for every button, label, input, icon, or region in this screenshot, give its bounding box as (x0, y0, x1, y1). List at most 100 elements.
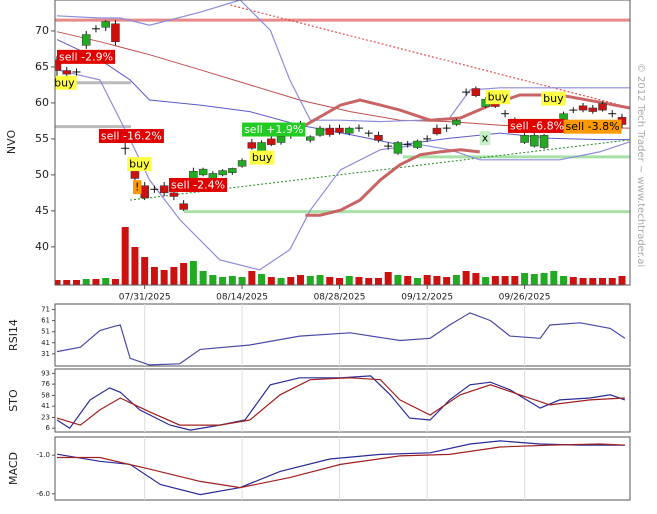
candle-body (228, 168, 237, 173)
signal-label: sell -3.8% (566, 120, 620, 133)
candle-body (218, 170, 227, 176)
y-tick-label: 61 (41, 317, 50, 325)
candle-body (325, 127, 335, 135)
signal-box (563, 119, 622, 134)
signal-box (127, 157, 152, 172)
volume-bar (63, 280, 71, 285)
y-tick-label: 50 (35, 168, 49, 181)
y-tick-label: 93 (41, 369, 50, 377)
y-tick-label: 41 (41, 402, 50, 410)
y-tick-label: 76 (41, 380, 50, 388)
volume-bar (521, 273, 529, 285)
volume-bar (102, 278, 110, 285)
y-tick-label: 40 (35, 240, 49, 253)
candle-body (276, 136, 286, 143)
volume-bar (228, 276, 236, 285)
indicator-line (56, 440, 625, 496)
x-tick-label: 09/26/2025 (499, 293, 551, 303)
candle-body (452, 119, 461, 125)
y-tick-label: 71 (41, 306, 50, 314)
volume-bar (550, 271, 558, 285)
volume-bar (482, 277, 490, 285)
candle-body (140, 185, 149, 199)
signal-label: sell -16.2% (101, 130, 162, 143)
candle-body (335, 127, 344, 133)
volume-bar (170, 267, 178, 285)
volume-bar (267, 277, 275, 285)
overlay-line (305, 148, 480, 217)
volume-bar (530, 274, 538, 285)
candle-body (169, 192, 179, 197)
signal-box (485, 90, 511, 105)
signal-label: sell -2.4% (171, 178, 225, 191)
candle-body (539, 135, 549, 148)
volume-bar (160, 270, 168, 285)
candle-body (393, 142, 403, 154)
volume-bar (384, 272, 392, 285)
volume-bar (423, 275, 431, 285)
volume-bar (413, 278, 421, 285)
overlay-line (56, 0, 630, 123)
overlay-line (304, 93, 630, 127)
indicator-label: MACD (7, 452, 20, 485)
signal-label: x (482, 132, 489, 145)
signal-box (169, 177, 228, 192)
signal-label: buy (543, 92, 564, 105)
candle-body (179, 203, 188, 210)
panel-frame (54, 0, 631, 286)
candle-body (471, 88, 481, 96)
volume-bar (374, 278, 382, 285)
candle-body (588, 107, 598, 112)
indicator-label: RSI14 (7, 319, 20, 351)
price-panel: sell -2.9% buy sell -16.2% buy! sell -2.4% se… (55, 0, 630, 285)
signal-box (479, 131, 491, 146)
x-tick-label: 08/14/2025 (216, 293, 268, 303)
candle-body (374, 135, 383, 141)
y-tick-label: 45 (35, 204, 49, 217)
volume-bar (540, 273, 548, 285)
y-tick-label: 60 (35, 96, 49, 109)
volume-bar (121, 227, 129, 285)
candle-body (520, 135, 529, 143)
y-tick-label: 55 (35, 132, 49, 145)
volume-bar (443, 277, 451, 285)
candle-body (315, 127, 325, 136)
signal-label: buy (252, 151, 273, 164)
signal-label: sell -6.8% (510, 119, 564, 132)
candle-body (198, 168, 208, 176)
volume-bar (394, 275, 402, 285)
volume-bar (326, 277, 334, 285)
volume-bar (189, 261, 197, 285)
volume-bar (306, 276, 314, 285)
candle-body (306, 136, 315, 141)
signal-box (249, 150, 275, 165)
indicator-frame (54, 303, 631, 367)
volume-bar (491, 276, 499, 285)
signal-box (132, 180, 142, 195)
candle-body (189, 171, 198, 179)
volume-bar (55, 280, 61, 285)
candle-body (101, 21, 110, 28)
y-tick-label: 23 (41, 414, 50, 422)
signal-box (541, 91, 566, 106)
volume-bar (433, 276, 441, 285)
volume-bar (150, 267, 158, 285)
volume-bar (336, 278, 343, 285)
x-tick-label: 09/12/2025 (401, 293, 453, 303)
volume-bar (365, 278, 373, 285)
y-tick-label: 70 (35, 24, 49, 37)
overlay-line (56, 31, 630, 129)
indicator-line (56, 375, 626, 431)
volume-bar (72, 280, 80, 285)
candle-body (237, 160, 247, 167)
volume-bar (141, 257, 149, 285)
volume-bar (355, 277, 363, 285)
signal-box (242, 122, 306, 137)
volume-bar (452, 275, 460, 285)
overlay-line (230, 4, 630, 109)
indicator-label: STO (7, 389, 20, 412)
volume-bar (248, 271, 256, 285)
candle-body (81, 34, 91, 46)
volume-bar (472, 273, 480, 285)
